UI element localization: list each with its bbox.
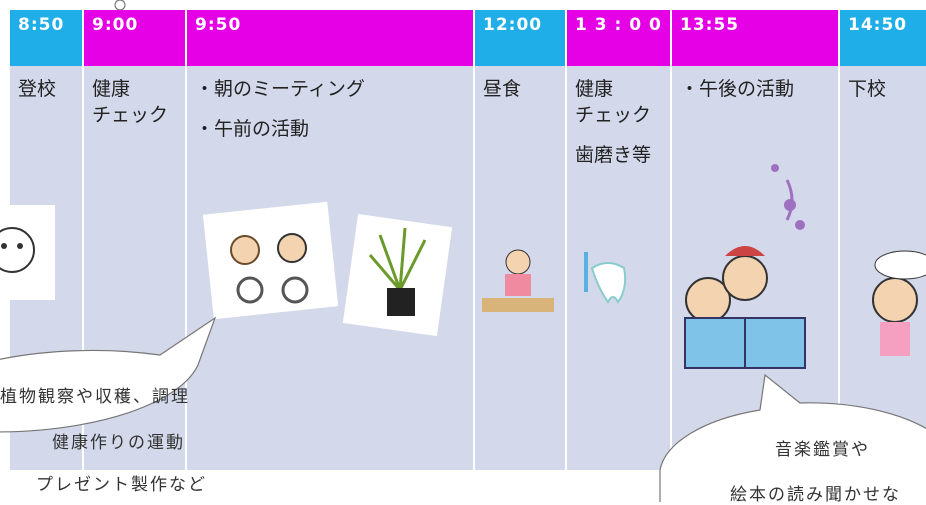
- kids-illustration: [202, 201, 339, 320]
- activity-text: 歯磨き等: [575, 144, 652, 166]
- activity-text: チェック: [92, 104, 169, 126]
- bubble-text: 健康作りの運動: [52, 433, 185, 453]
- bubble-text: 音楽鑑賞や: [775, 440, 870, 460]
- activity-text: 昼食: [483, 78, 522, 100]
- time-header: 14:50: [838, 10, 926, 66]
- time-header: 9:00: [82, 10, 185, 66]
- time-header: 8:50: [10, 10, 82, 66]
- activity-text: 下校: [848, 78, 887, 100]
- activity-text: チェック: [575, 104, 652, 126]
- reading-illustration: [684, 246, 806, 369]
- goodbye-illustration: [872, 250, 926, 356]
- activity-text: 登校: [18, 78, 57, 100]
- activity-text: ・朝のミーティング: [195, 78, 365, 100]
- activity-text: ・午前の活動: [195, 118, 310, 140]
- time-header: 1 3 : 0 0: [565, 10, 670, 66]
- activity-text: 健康: [575, 78, 614, 100]
- time-header: 12:00: [473, 10, 565, 66]
- speech-bubble: [0, 316, 217, 433]
- lunch-illustration: [482, 249, 554, 312]
- activity-text: 健康: [92, 78, 131, 100]
- speech-bubble: [659, 373, 926, 502]
- bubble-text: プレゼント製作など: [36, 475, 207, 495]
- time-header: 9:50: [185, 10, 473, 66]
- music-illustration: [771, 164, 805, 230]
- bubble-text: 植物観察や収穫、調理: [0, 387, 190, 407]
- bubble-text: 絵本の読み聞かせな: [730, 485, 901, 505]
- time-header: 13:55: [670, 10, 838, 66]
- plant-illustration: [342, 213, 453, 337]
- tooth-illustration: [584, 252, 627, 304]
- activity-text: ・午後の活動: [680, 78, 795, 100]
